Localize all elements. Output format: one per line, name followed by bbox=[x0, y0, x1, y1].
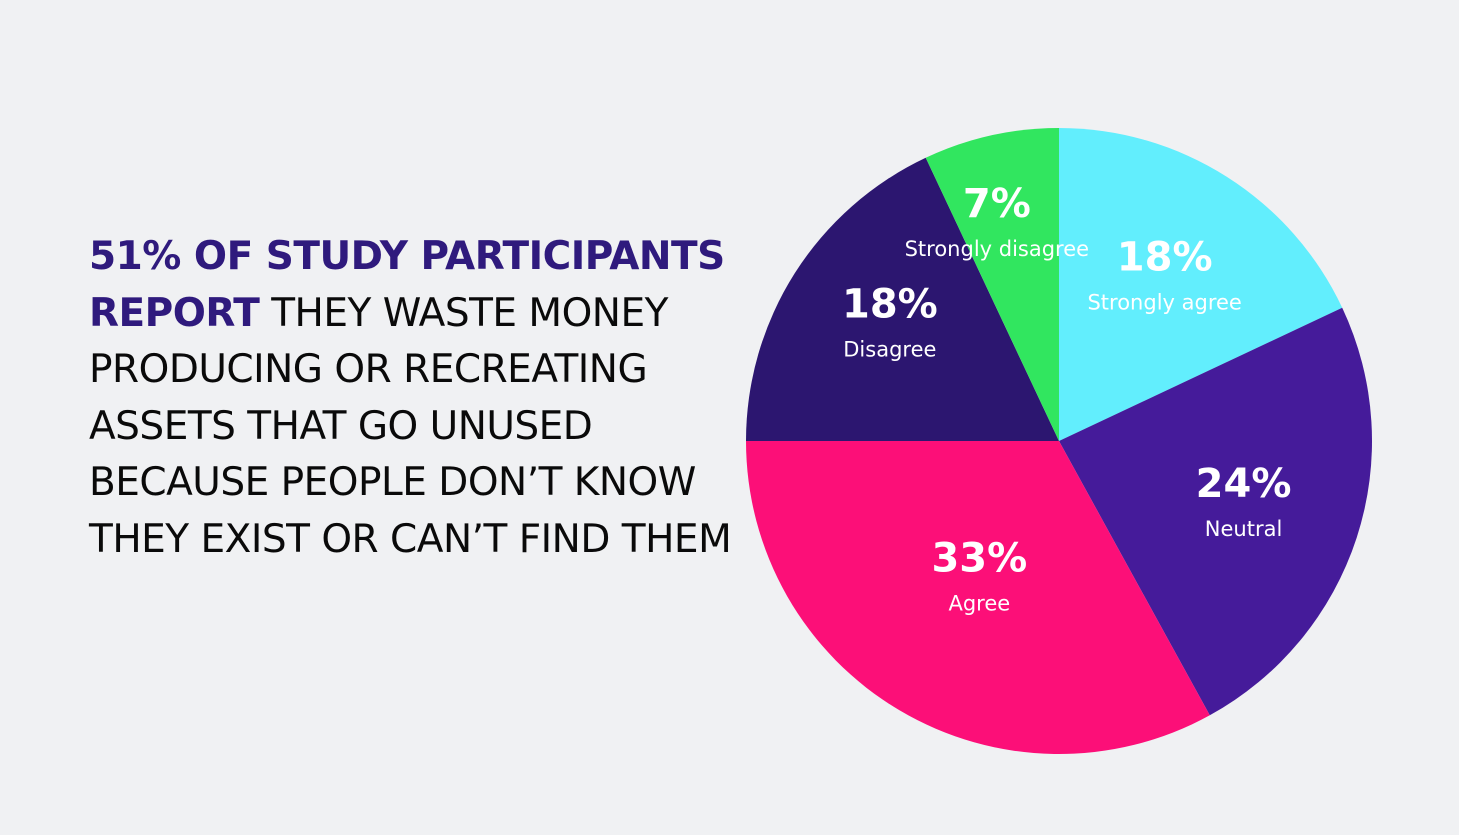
headline-rest: THEY WASTE MONEY PRODUCING OR RECREATING… bbox=[89, 290, 732, 562]
slice-category-label: Neutral bbox=[1205, 517, 1283, 541]
slice-value-label: 18% bbox=[842, 282, 938, 328]
slice-category-label: Agree bbox=[948, 592, 1010, 616]
headline: 51% OF STUDY PARTICIPANTS REPORT THEY WA… bbox=[89, 229, 749, 568]
slice-category-label: Strongly agree bbox=[1087, 291, 1241, 315]
pie-slice-agree bbox=[746, 441, 1210, 754]
pie-slice-neutral bbox=[1059, 307, 1372, 716]
slice-value-label: 18% bbox=[1117, 235, 1213, 281]
pie-slice-strongly-disagree bbox=[925, 128, 1059, 441]
slice-value-label: 7% bbox=[963, 181, 1031, 227]
pie-slice-disagree bbox=[746, 157, 1059, 442]
pie-slices bbox=[746, 128, 1372, 754]
pie-labels: 18% Strongly agree 24% Neutral 33% Agree 18% Di… bbox=[842, 181, 1291, 616]
slice-category-label: Disagree bbox=[843, 338, 936, 362]
headline-highlight: 51% OF STUDY PARTICIPANTS REPORT bbox=[89, 234, 725, 336]
slice-value-label: 24% bbox=[1196, 461, 1292, 507]
slice-value-label: 33% bbox=[931, 536, 1027, 582]
pie-slice-strongly-agree bbox=[1059, 128, 1343, 441]
slice-category-label: Strongly disagree bbox=[905, 237, 1089, 261]
